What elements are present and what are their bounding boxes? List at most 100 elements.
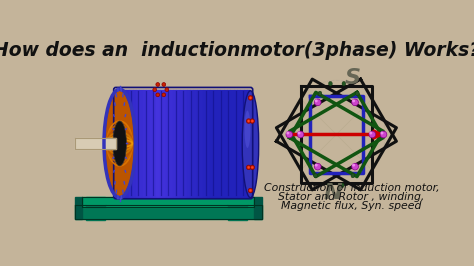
Polygon shape [254,197,262,219]
Polygon shape [75,206,262,219]
Polygon shape [200,90,203,197]
Ellipse shape [381,131,383,135]
Ellipse shape [340,183,344,188]
Ellipse shape [315,99,318,102]
Text: How does an  inductionmotor(3phase) Works?: How does an inductionmotor(3phase) Works… [0,40,474,60]
Polygon shape [220,90,224,197]
Polygon shape [86,204,105,221]
Polygon shape [240,90,244,197]
Ellipse shape [297,131,304,138]
Text: N: N [323,183,342,203]
Polygon shape [183,90,187,197]
Ellipse shape [352,99,358,106]
Polygon shape [234,90,237,197]
Polygon shape [197,90,200,197]
Polygon shape [123,90,126,197]
Polygon shape [224,90,227,197]
Ellipse shape [314,173,317,178]
Ellipse shape [251,166,254,168]
Polygon shape [193,90,197,197]
Polygon shape [210,90,213,197]
Polygon shape [136,90,139,197]
Ellipse shape [248,96,253,100]
Polygon shape [173,90,176,197]
Text: Construction of induction motor,: Construction of induction motor, [264,183,439,193]
Polygon shape [139,90,143,197]
Polygon shape [153,90,156,197]
Polygon shape [213,90,217,197]
Polygon shape [166,90,170,197]
Polygon shape [133,90,136,197]
Polygon shape [86,197,105,204]
Polygon shape [156,90,160,197]
Ellipse shape [352,164,355,167]
Ellipse shape [245,111,250,148]
Ellipse shape [314,163,321,170]
Polygon shape [126,90,129,197]
Polygon shape [230,90,234,197]
Text: S: S [345,68,361,89]
Polygon shape [228,197,246,204]
Ellipse shape [247,120,250,122]
Polygon shape [170,90,173,197]
Ellipse shape [249,97,252,99]
Polygon shape [82,197,254,207]
Polygon shape [146,90,150,197]
Ellipse shape [352,99,355,102]
Text: Magnetic flux, Syn. speed: Magnetic flux, Syn. speed [281,201,421,211]
Ellipse shape [318,91,322,96]
Ellipse shape [156,93,160,97]
Polygon shape [228,204,246,221]
Ellipse shape [250,119,255,123]
Ellipse shape [286,131,292,138]
Polygon shape [207,90,210,197]
Ellipse shape [369,131,375,138]
Ellipse shape [351,173,355,178]
Ellipse shape [246,165,251,170]
Ellipse shape [380,131,387,138]
Polygon shape [203,90,207,197]
Polygon shape [116,90,119,197]
Polygon shape [227,90,230,197]
Polygon shape [247,90,250,197]
Ellipse shape [162,83,166,86]
Polygon shape [180,90,183,197]
Ellipse shape [156,83,160,86]
Ellipse shape [162,93,166,97]
Ellipse shape [249,189,252,192]
Polygon shape [129,90,133,197]
Ellipse shape [165,88,169,92]
Ellipse shape [342,81,346,86]
Ellipse shape [113,121,127,166]
Polygon shape [176,164,210,197]
Polygon shape [143,90,146,197]
Polygon shape [187,90,190,197]
Ellipse shape [286,131,289,135]
Ellipse shape [369,131,372,135]
Ellipse shape [250,165,255,170]
Polygon shape [75,197,82,219]
Polygon shape [244,90,247,197]
Ellipse shape [298,131,301,135]
Ellipse shape [153,88,156,92]
Text: Stator and Rotor , winding,: Stator and Rotor , winding, [278,192,425,202]
Polygon shape [75,138,116,149]
Polygon shape [176,90,180,197]
Ellipse shape [105,90,135,197]
Polygon shape [217,90,220,197]
Polygon shape [190,90,193,197]
Polygon shape [237,90,240,197]
Ellipse shape [352,163,358,170]
Ellipse shape [246,119,251,123]
Ellipse shape [327,183,331,188]
Ellipse shape [356,91,359,96]
Polygon shape [150,90,153,197]
Ellipse shape [248,188,253,193]
Polygon shape [163,90,166,197]
Ellipse shape [314,99,321,106]
Polygon shape [119,90,123,197]
Ellipse shape [328,81,332,86]
Polygon shape [160,90,163,197]
Ellipse shape [247,166,250,168]
Ellipse shape [242,91,259,198]
